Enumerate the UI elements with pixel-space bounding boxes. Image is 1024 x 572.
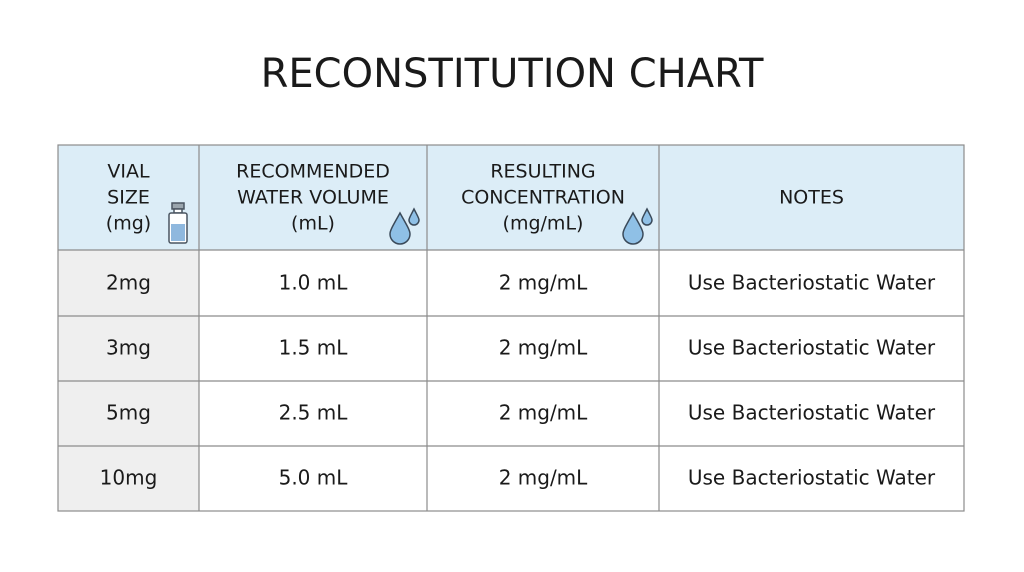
header-cell: WATER VOLUME (237, 187, 389, 209)
header-cell: (mL) (291, 213, 335, 235)
table-cell: 2.5 mL (279, 401, 349, 425)
table-cell: 5mg (106, 401, 151, 425)
table-cell: 1.5 mL (279, 336, 349, 360)
table-cell: 2 mg/mL (499, 466, 588, 490)
header-cell: CONCENTRATION (461, 187, 625, 209)
droplet-icon (622, 207, 653, 245)
table-cell: 2 mg/mL (499, 401, 588, 425)
droplet-icon (389, 207, 420, 245)
table-cell: 1.0 mL (279, 271, 349, 295)
header-cell: RESULTING (490, 161, 595, 183)
table-grid (57, 144, 965, 512)
table-cell: Use Bacteriostatic Water (688, 336, 936, 360)
vial-icon (168, 202, 188, 244)
table-cell: 2mg (106, 271, 151, 295)
header-cell: NOTES (779, 187, 844, 209)
table-cell: 2 mg/mL (499, 271, 588, 295)
table-cell: Use Bacteriostatic Water (688, 271, 936, 295)
header-cell: SIZE (107, 187, 150, 209)
header-cell: (mg) (106, 213, 151, 235)
header-row (58, 145, 964, 250)
table-cell: 3mg (106, 336, 151, 360)
page-title: RECONSTITUTION CHART (261, 51, 764, 97)
header-cell: (mg/mL) (503, 213, 584, 235)
table-cell: 2 mg/mL (499, 336, 588, 360)
header-cell: RECOMMENDED (236, 161, 390, 183)
table-cell: Use Bacteriostatic Water (688, 466, 936, 490)
table-cell: Use Bacteriostatic Water (688, 401, 936, 425)
table-cell: 5.0 mL (279, 466, 349, 490)
table-cell: 10mg (100, 466, 158, 490)
header-cell: VIAL (107, 161, 150, 183)
